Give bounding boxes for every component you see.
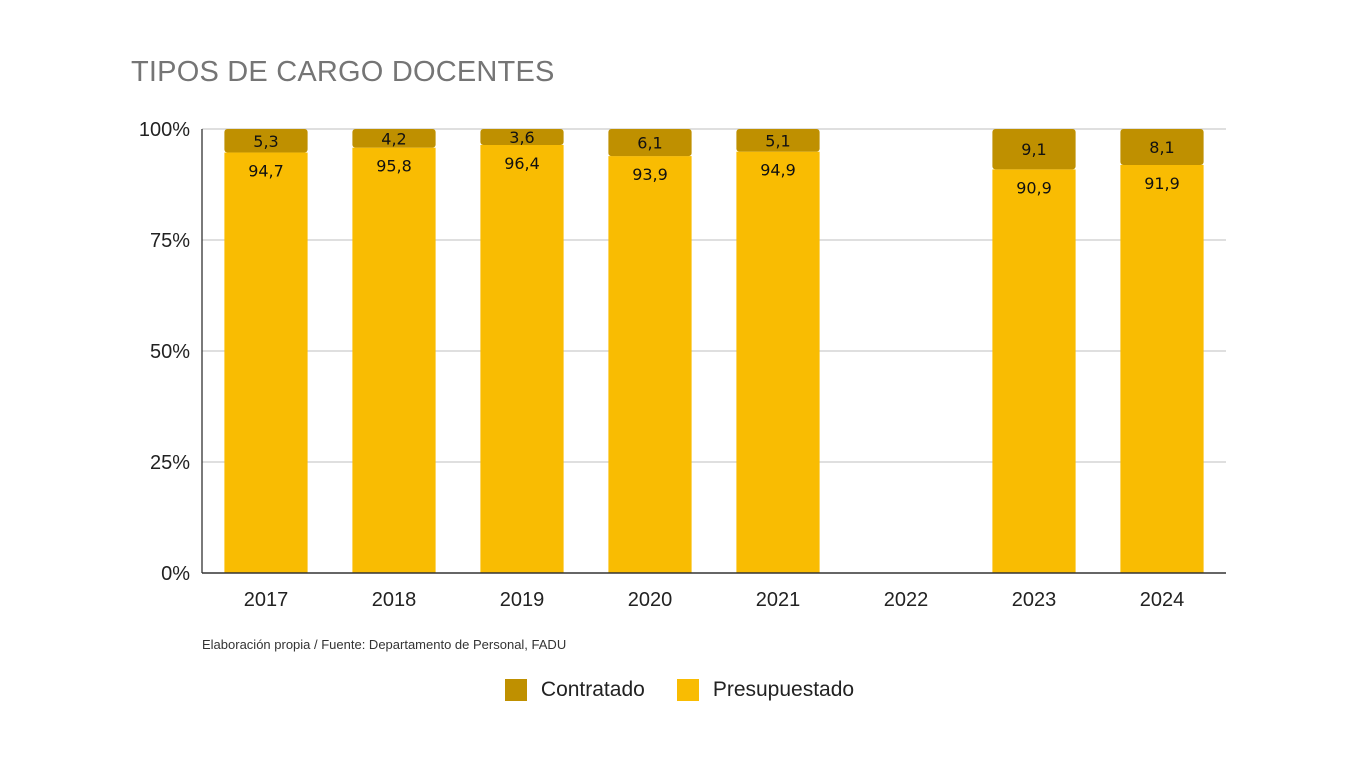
data-label-contratado-2024: 8,1 bbox=[1149, 138, 1174, 157]
x-tick-label: 2018 bbox=[372, 589, 417, 611]
x-tick-label: 2019 bbox=[500, 589, 545, 611]
bars: 94,7 5,3 95,8 4,2 96,4 3,6 93,9 6,1 94,9 5,1 90,9 9… bbox=[224, 128, 1204, 574]
bar-contratado-2021 bbox=[736, 129, 820, 152]
x-tick-label: 2021 bbox=[756, 589, 801, 611]
x-tick-label: 2022 bbox=[884, 589, 929, 611]
bar-presupuestado-2023 bbox=[992, 169, 1076, 574]
legend-label-presupuestado: Presupuestado bbox=[712, 678, 855, 701]
data-label-presupuestado-2023: 90,9 bbox=[1016, 178, 1052, 197]
data-label-contratado-2021: 5,1 bbox=[765, 131, 790, 150]
bar-presupuestado-2018 bbox=[352, 147, 436, 573]
bar-contratado-2019 bbox=[480, 129, 564, 145]
data-label-presupuestado-2020: 93,9 bbox=[632, 165, 668, 184]
legend-item-presupuestado[interactable]: Presupuestado bbox=[676, 678, 855, 702]
data-label-contratado-2019: 3,6 bbox=[509, 128, 534, 147]
legend-item-contratado[interactable]: Contratado bbox=[504, 678, 645, 702]
y-axis: 0% 25% 50% 75% 100% bbox=[139, 119, 203, 585]
y-tick-label: 50% bbox=[150, 341, 190, 363]
data-label-presupuestado-2024: 91,9 bbox=[1144, 174, 1180, 193]
y-tick-label: 25% bbox=[150, 452, 190, 474]
legend: Contratado Presupuestado bbox=[0, 678, 1359, 702]
bar-contratado-2024 bbox=[1120, 129, 1204, 165]
legend-swatch-contratado bbox=[504, 679, 527, 701]
legend-swatch-presupuestado bbox=[676, 679, 699, 701]
bar-presupuestado-2017 bbox=[224, 152, 308, 574]
data-label-presupuestado-2021: 94,9 bbox=[760, 161, 796, 180]
bar-presupuestado-2020 bbox=[608, 156, 692, 574]
data-label-contratado-2020: 6,1 bbox=[637, 134, 662, 153]
bar-contratado-2018 bbox=[352, 129, 436, 148]
bar-presupuestado-2021 bbox=[736, 151, 820, 574]
x-axis: 2017 2018 2019 2020 2021 2022 2023 2024 bbox=[202, 572, 1226, 611]
data-label-presupuestado-2018: 95,8 bbox=[376, 157, 412, 176]
chart-title: TIPOS DE CARGO DOCENTES bbox=[131, 56, 555, 88]
data-label-contratado-2023: 9,1 bbox=[1021, 140, 1046, 159]
bar-presupuestado-2019 bbox=[480, 144, 564, 573]
x-tick-label: 2020 bbox=[628, 589, 673, 611]
y-tick-label: 75% bbox=[150, 230, 190, 252]
legend-label-contratado: Contratado bbox=[540, 678, 645, 701]
x-tick-label: 2023 bbox=[1012, 589, 1057, 611]
data-label-presupuestado-2017: 94,7 bbox=[248, 162, 284, 181]
bar-contratado-2020 bbox=[608, 129, 692, 157]
y-tick-label: 0% bbox=[161, 563, 190, 585]
bar-contratado-2023 bbox=[992, 129, 1076, 170]
data-label-presupuestado-2019: 96,4 bbox=[504, 154, 540, 173]
bar-contratado-2017 bbox=[224, 129, 308, 153]
x-tick-label: 2024 bbox=[1140, 589, 1185, 611]
data-label-contratado-2017: 5,3 bbox=[253, 132, 278, 151]
y-tick-label: 100% bbox=[139, 119, 190, 141]
source-note: Elaboración propia / Fuente: Departament… bbox=[202, 637, 567, 652]
data-label-contratado-2018: 4,2 bbox=[381, 129, 406, 148]
bar-presupuestado-2024 bbox=[1120, 164, 1204, 574]
x-tick-label: 2017 bbox=[244, 589, 289, 611]
